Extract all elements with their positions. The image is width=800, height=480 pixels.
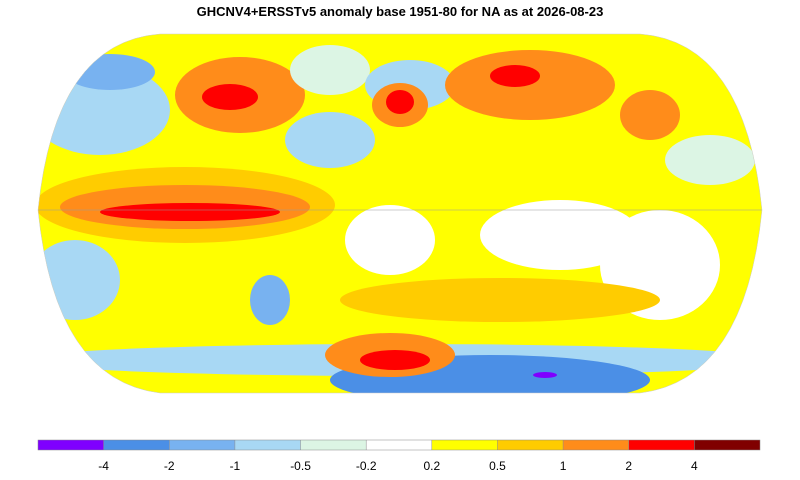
legend-tick-label: 1 bbox=[560, 459, 567, 473]
legend-swatch bbox=[169, 440, 235, 450]
legend-swatch bbox=[234, 440, 301, 450]
region bbox=[480, 200, 640, 270]
region bbox=[285, 112, 375, 168]
legend-tick-label: 2 bbox=[625, 459, 632, 473]
legend-swatch bbox=[563, 440, 629, 450]
color-legend: -4 -2 -1 -0.5 -0.2 0.2 0.5 1 2 4 bbox=[37, 439, 761, 473]
region bbox=[445, 50, 615, 120]
region bbox=[100, 203, 280, 221]
legend-frame bbox=[37, 439, 761, 451]
region bbox=[620, 90, 680, 140]
map-outline bbox=[37, 33, 763, 394]
region bbox=[665, 135, 755, 185]
region bbox=[290, 45, 370, 95]
region bbox=[65, 54, 155, 90]
map-title: GHCNV4+ERSSTv5 anomaly base 1951-80 for … bbox=[197, 4, 604, 19]
region bbox=[202, 84, 258, 110]
region bbox=[490, 65, 540, 87]
legend-tick-label: -4 bbox=[98, 459, 109, 473]
region bbox=[360, 350, 430, 370]
legend-swatch bbox=[103, 440, 170, 450]
legend-swatch bbox=[628, 440, 695, 450]
legend-swatch bbox=[300, 440, 367, 450]
region bbox=[345, 205, 435, 275]
legend-tick-label: -1 bbox=[230, 459, 241, 473]
legend-tick-label: -0.2 bbox=[356, 459, 377, 473]
anomaly-map bbox=[38, 34, 762, 393]
region bbox=[533, 372, 557, 378]
legend-tick-label: 0.5 bbox=[489, 459, 506, 473]
region bbox=[340, 278, 660, 322]
region bbox=[250, 275, 290, 325]
legend-swatch bbox=[694, 440, 760, 450]
anomaly-regions bbox=[38, 45, 762, 393]
legend-swatch bbox=[38, 440, 104, 450]
legend-tick-label: -0.5 bbox=[290, 459, 311, 473]
legend-swatch bbox=[497, 440, 564, 450]
legend-swatch bbox=[431, 440, 498, 450]
legend-tick-label: -2 bbox=[164, 459, 175, 473]
legend-tick-label: 0.2 bbox=[423, 459, 440, 473]
region bbox=[386, 90, 414, 114]
legend-tick-label: 4 bbox=[691, 459, 698, 473]
legend-swatch bbox=[366, 440, 432, 450]
region bbox=[38, 240, 120, 320]
